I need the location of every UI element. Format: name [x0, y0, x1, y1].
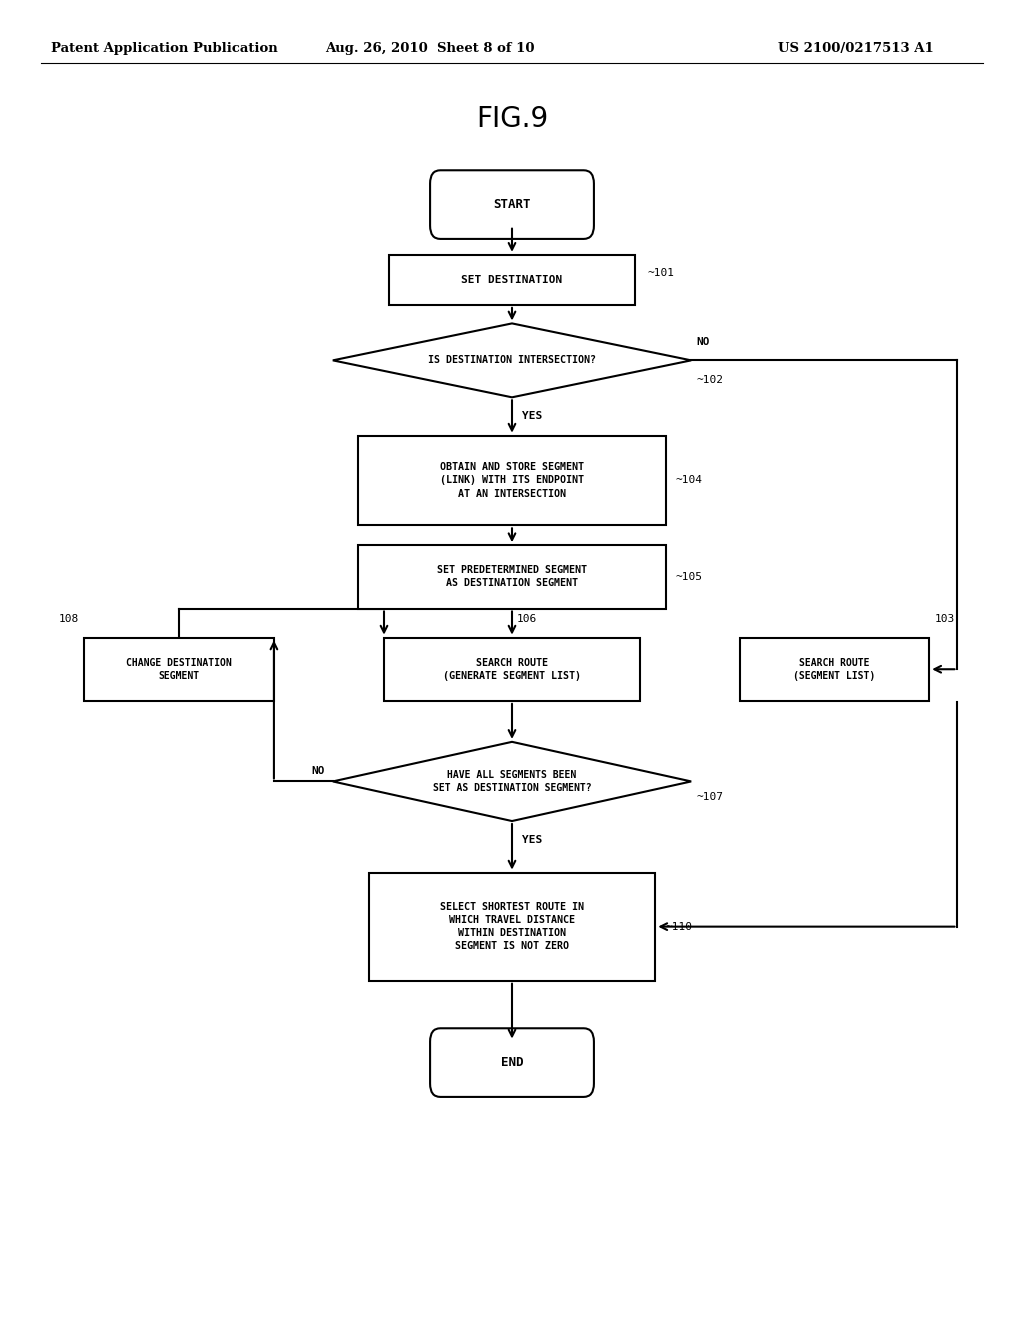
Text: SELECT SHORTEST ROUTE IN
WHICH TRAVEL DISTANCE
WITHIN DESTINATION
SEGMENT IS NOT: SELECT SHORTEST ROUTE IN WHICH TRAVEL DI…: [440, 902, 584, 952]
FancyBboxPatch shape: [358, 436, 666, 525]
Text: SEARCH ROUTE
(SEGMENT LIST): SEARCH ROUTE (SEGMENT LIST): [794, 657, 876, 681]
FancyBboxPatch shape: [430, 170, 594, 239]
FancyBboxPatch shape: [430, 1028, 594, 1097]
Text: ~110: ~110: [666, 921, 692, 932]
Text: US 2100/0217513 A1: US 2100/0217513 A1: [778, 42, 934, 55]
Text: NO: NO: [696, 337, 710, 347]
Text: START: START: [494, 198, 530, 211]
FancyBboxPatch shape: [739, 638, 930, 701]
Polygon shape: [333, 742, 691, 821]
Text: SEARCH ROUTE
(GENERATE SEGMENT LIST): SEARCH ROUTE (GENERATE SEGMENT LIST): [443, 657, 581, 681]
FancyBboxPatch shape: [369, 873, 655, 981]
Text: ~107: ~107: [696, 792, 723, 803]
FancyBboxPatch shape: [358, 545, 666, 609]
Text: OBTAIN AND STORE SEGMENT
(LINK) WITH ITS ENDPOINT
AT AN INTERSECTION: OBTAIN AND STORE SEGMENT (LINK) WITH ITS…: [440, 462, 584, 499]
Text: FIG.9: FIG.9: [476, 104, 548, 133]
Text: SET DESTINATION: SET DESTINATION: [462, 275, 562, 285]
FancyBboxPatch shape: [84, 638, 273, 701]
Text: 106: 106: [517, 614, 538, 624]
Text: CHANGE DESTINATION
SEGMENT: CHANGE DESTINATION SEGMENT: [126, 657, 232, 681]
Text: 103: 103: [934, 614, 954, 624]
Text: YES: YES: [522, 412, 543, 421]
Text: Patent Application Publication: Patent Application Publication: [51, 42, 278, 55]
Text: IS DESTINATION INTERSECTION?: IS DESTINATION INTERSECTION?: [428, 355, 596, 366]
Text: ~101: ~101: [647, 268, 674, 279]
Text: NO: NO: [311, 766, 325, 776]
Polygon shape: [333, 323, 691, 397]
Text: SET PREDETERMINED SEGMENT
AS DESTINATION SEGMENT: SET PREDETERMINED SEGMENT AS DESTINATION…: [437, 565, 587, 589]
Text: 108: 108: [59, 614, 79, 624]
Text: ~104: ~104: [676, 475, 702, 486]
Text: ~105: ~105: [676, 572, 702, 582]
Text: HAVE ALL SEGMENTS BEEN
SET AS DESTINATION SEGMENT?: HAVE ALL SEGMENTS BEEN SET AS DESTINATIO…: [433, 770, 591, 793]
Text: ~102: ~102: [696, 375, 723, 385]
Text: Aug. 26, 2010  Sheet 8 of 10: Aug. 26, 2010 Sheet 8 of 10: [326, 42, 535, 55]
FancyBboxPatch shape: [389, 255, 635, 305]
Text: YES: YES: [522, 834, 543, 845]
Text: END: END: [501, 1056, 523, 1069]
FancyBboxPatch shape: [384, 638, 640, 701]
